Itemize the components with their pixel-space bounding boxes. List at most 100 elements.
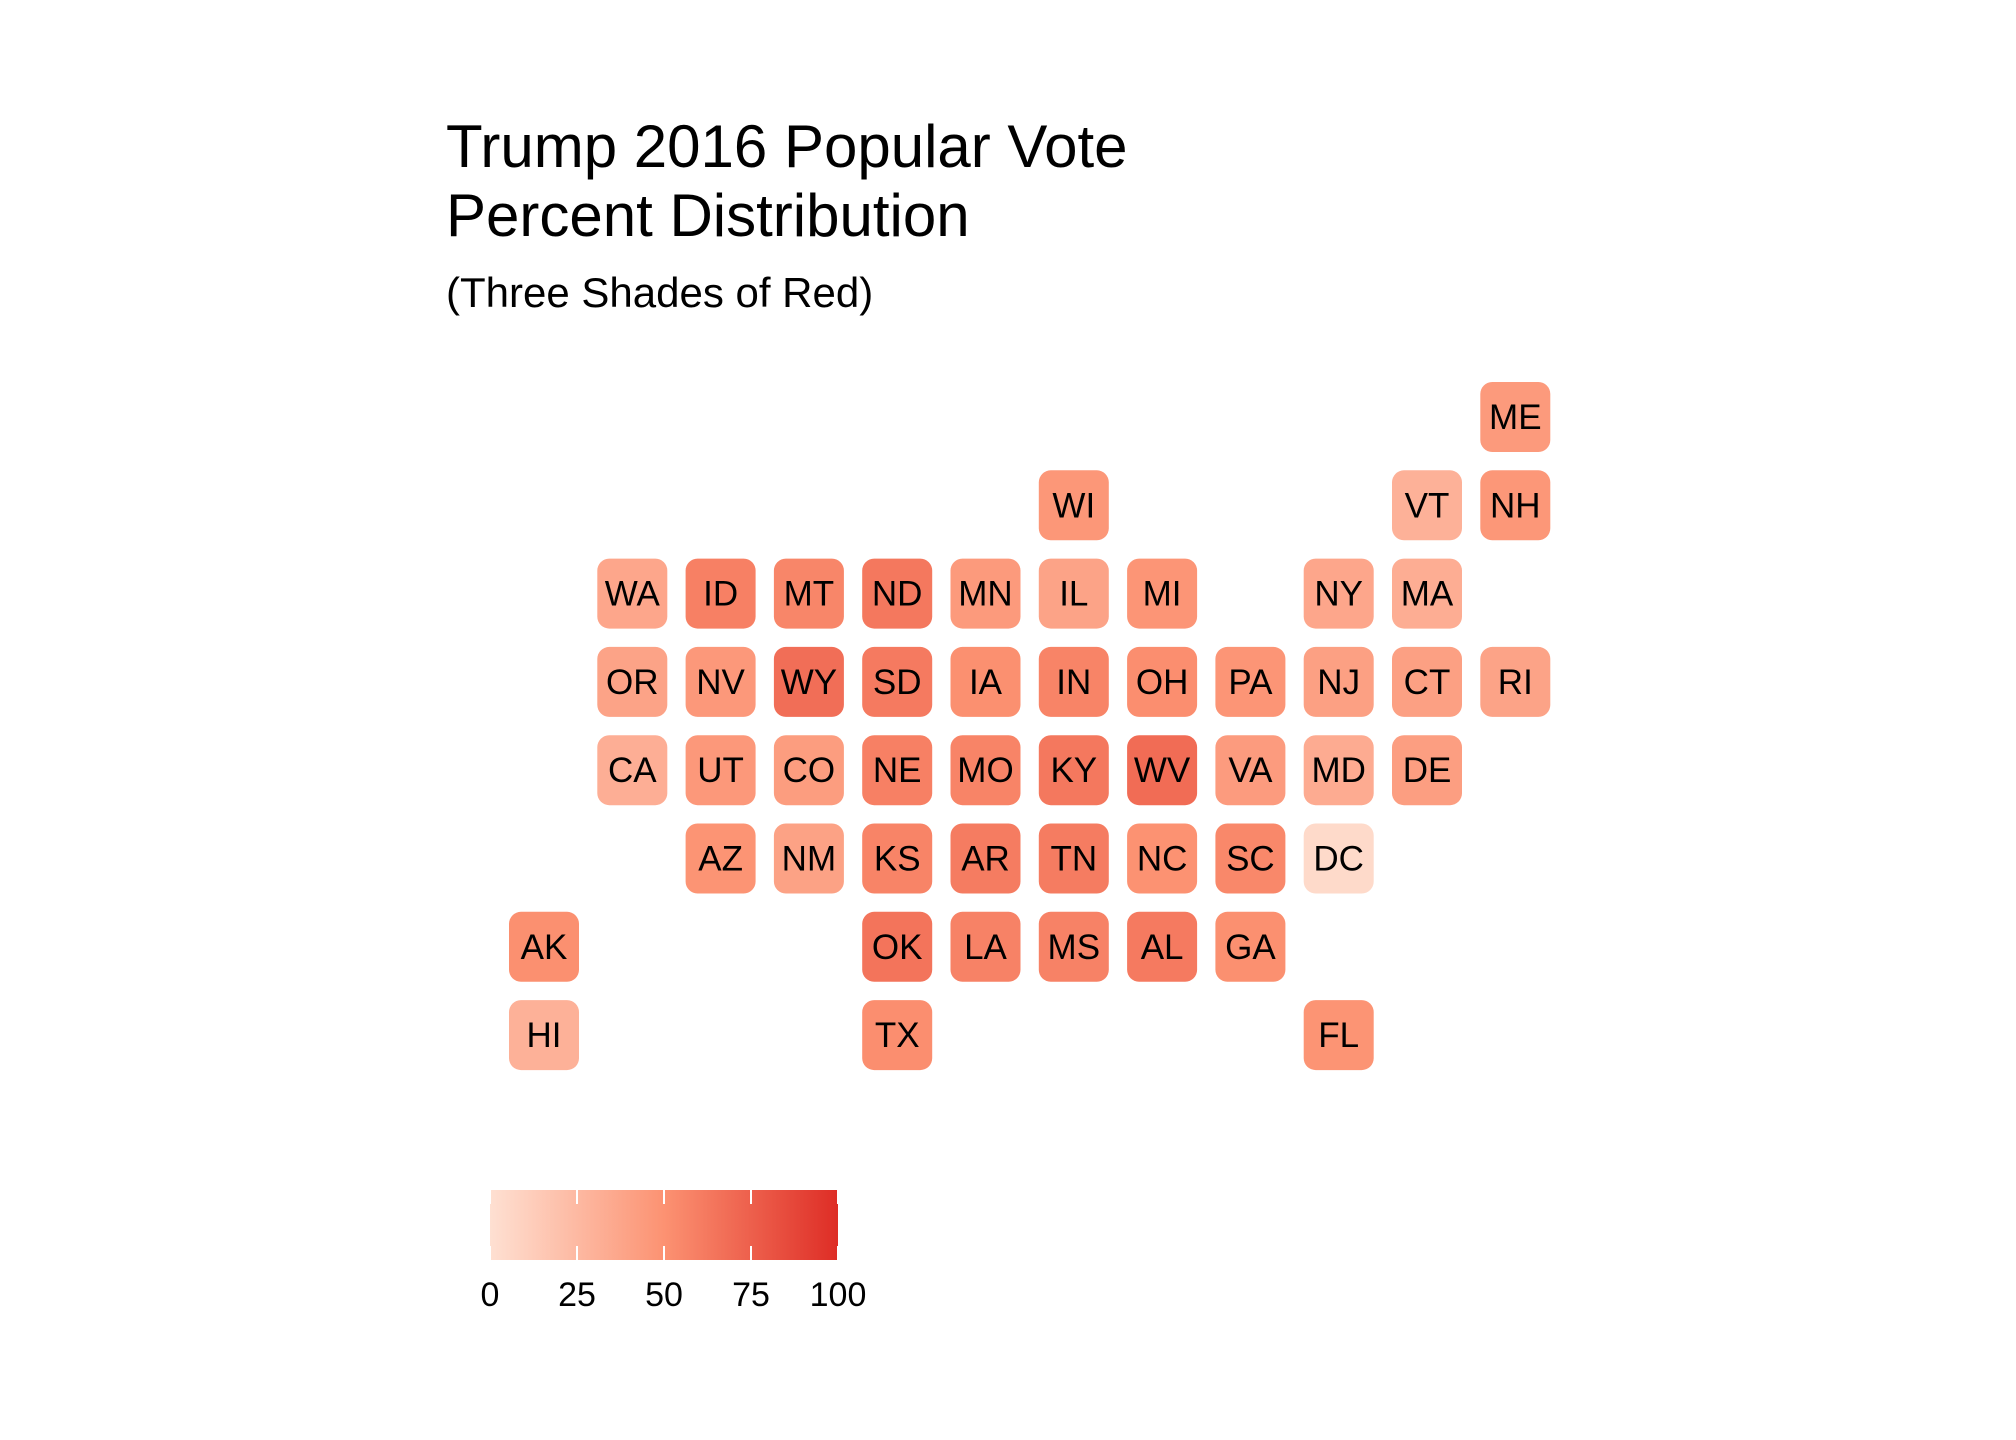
state-tile-bg <box>1215 735 1286 806</box>
state-tile-bg <box>862 646 933 717</box>
state-tile-bg <box>1038 911 1109 982</box>
state-tile-al: AL <box>1127 911 1198 982</box>
state-tile-ia: IA <box>950 646 1021 717</box>
state-tile-pa: PA <box>1215 646 1286 717</box>
state-tile-bg <box>1127 558 1198 629</box>
state-tile-ct: CT <box>1392 646 1462 717</box>
state-tile-bg <box>862 911 933 982</box>
state-label: OH <box>1136 663 1189 702</box>
state-tile-md: MD <box>1303 735 1374 806</box>
state-label: ID <box>703 575 738 614</box>
state-label: MD <box>1311 751 1365 790</box>
state-tile-bg <box>1303 735 1374 806</box>
state-tile-nv: NV <box>685 646 756 717</box>
color-legend: 0 25 50 75 100 <box>481 1190 867 1314</box>
state-label: AL <box>1141 928 1184 967</box>
state-tile-la: LA <box>950 911 1021 982</box>
state-tile-ak: AK <box>509 911 579 982</box>
legend-tick-label: 25 <box>558 1276 596 1314</box>
state-tile-ga: GA <box>1215 911 1286 982</box>
state-label: IN <box>1056 663 1091 702</box>
state-tile-bg <box>950 646 1021 717</box>
state-label: DC <box>1313 840 1364 879</box>
state-tile-bg <box>950 823 1021 894</box>
state-label: RI <box>1498 663 1533 702</box>
state-tile-il: IL <box>1038 558 1109 629</box>
state-tile-mn: MN <box>950 558 1021 629</box>
state-label: NJ <box>1317 663 1360 702</box>
state-tile-bg <box>773 735 844 806</box>
state-label: MN <box>958 575 1012 614</box>
chart-title-line-2: Percent Distribution <box>446 182 970 249</box>
state-tile-bg <box>862 558 933 629</box>
state-label: NY <box>1314 575 1363 614</box>
state-tile-nh: NH <box>1480 470 1551 541</box>
state-tile-wv: WV <box>1127 735 1198 806</box>
state-tile-bg <box>1480 382 1551 452</box>
state-tile-bg <box>1303 646 1374 717</box>
state-tile-ma: MA <box>1392 558 1462 629</box>
state-tile-bg <box>950 735 1021 806</box>
state-tile-bg <box>862 735 933 806</box>
state-tile-nc: NC <box>1127 823 1198 894</box>
state-label: CO <box>783 751 836 790</box>
legend-tick-label: 50 <box>645 1276 683 1314</box>
state-tile-bg <box>1215 646 1286 717</box>
state-label: AZ <box>698 840 743 879</box>
state-tile-bg <box>1392 470 1462 541</box>
state-tile-id: ID <box>685 558 756 629</box>
state-tile-bg <box>1303 823 1374 894</box>
state-tile-bg <box>1038 646 1109 717</box>
state-label: AR <box>961 840 1010 879</box>
state-label: ME <box>1489 398 1542 437</box>
state-label: VA <box>1228 751 1273 790</box>
state-label: MI <box>1143 575 1182 614</box>
state-label: WY <box>781 663 837 702</box>
state-label: AK <box>521 928 568 967</box>
state-tile-in: IN <box>1038 646 1109 717</box>
legend-tick-label: 100 <box>810 1276 867 1314</box>
state-tile-dc: DC <box>1303 823 1374 894</box>
state-label: HI <box>527 1016 562 1055</box>
state-tile-bg <box>685 735 756 806</box>
state-tile-ks: KS <box>862 823 933 894</box>
state-label: FL <box>1318 1016 1359 1055</box>
state-label: VT <box>1405 486 1450 525</box>
state-tile-bg <box>1215 823 1286 894</box>
state-tile-bg <box>597 735 668 806</box>
state-tile-ar: AR <box>950 823 1021 894</box>
state-tile-wy: WY <box>773 646 844 717</box>
state-tile-oh: OH <box>1127 646 1198 717</box>
state-label: NM <box>782 840 836 879</box>
state-tile-bg <box>1038 823 1109 894</box>
state-tile-bg <box>862 823 933 894</box>
state-tile-nj: NJ <box>1303 646 1374 717</box>
state-tile-wa: WA <box>597 558 668 629</box>
state-tile-bg <box>1392 558 1462 629</box>
state-label: CT <box>1404 663 1451 702</box>
state-tile-wi: WI <box>1038 470 1109 541</box>
state-tile-mi: MI <box>1127 558 1198 629</box>
state-tile-bg <box>509 911 579 982</box>
state-label: OK <box>872 928 923 967</box>
state-tile-mt: MT <box>773 558 844 629</box>
state-tiles: ME WI VT NH WA ID MT ND MN IL MI NY MA OR NV WY SD IA IN OH… <box>509 382 1551 1071</box>
state-label: MS <box>1048 928 1101 967</box>
state-tile-ne: NE <box>862 735 933 806</box>
state-tile-bg <box>773 823 844 894</box>
state-tile-nd: ND <box>862 558 933 629</box>
state-label: TX <box>875 1016 920 1055</box>
state-tile-bg <box>773 646 844 717</box>
state-tile-ut: UT <box>685 735 756 806</box>
state-label: MT <box>784 575 835 614</box>
state-label: NH <box>1490 486 1541 525</box>
state-tile-bg <box>1303 1000 1374 1071</box>
state-tile-bg <box>1038 735 1109 806</box>
state-tile-tn: TN <box>1038 823 1109 894</box>
state-tile-bg <box>597 646 668 717</box>
state-tile-ms: MS <box>1038 911 1109 982</box>
state-tile-bg <box>1480 470 1551 541</box>
state-tile-bg <box>1127 646 1198 717</box>
state-tile-sc: SC <box>1215 823 1286 894</box>
state-tile-bg <box>597 558 668 629</box>
